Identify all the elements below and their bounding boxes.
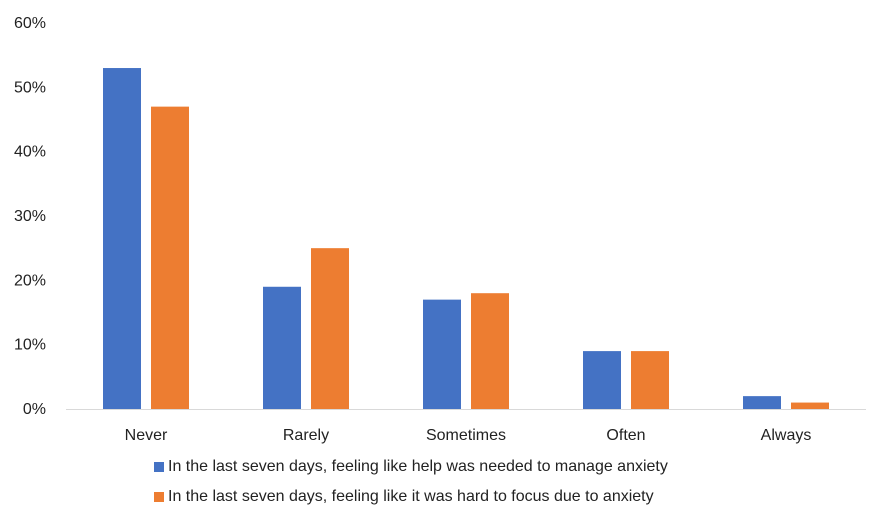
y-tick-label: 40% [14,144,46,161]
y-tick-label: 20% [14,272,46,289]
legend-swatch-1 [154,462,164,472]
y-tick-label: 30% [14,208,46,225]
bar-often-series-1 [583,351,621,409]
bar-sometimes-series-2 [471,293,509,409]
bar-often-series-2 [631,351,669,409]
legend-swatch-2 [154,492,164,502]
y-tick-label: 60% [14,15,46,32]
y-tick-label: 10% [14,337,46,354]
x-tick-label: Rarely [283,427,329,444]
x-tick-label: Sometimes [426,427,506,444]
legend-label-1: In the last seven days, feeling like hel… [168,458,668,475]
x-tick-label: Always [761,427,812,444]
y-tick-label: 0% [23,401,46,418]
bars-layer [103,68,829,410]
x-axis: Never Rarely Sometimes Often Always [125,427,812,444]
x-tick-label: Never [125,427,168,444]
bar-always-series-1 [743,396,781,409]
y-tick-label: 50% [14,79,46,96]
y-axis: 0% 10% 20% 30% 40% 50% 60% [14,15,46,418]
legend-item-1: In the last seven days, feeling like hel… [154,458,668,476]
bar-never-series-1 [103,68,141,410]
legend-item-2: In the last seven days, feeling like it … [154,488,654,506]
bar-never-series-2 [151,106,189,409]
bar-rarely-series-1 [263,286,301,409]
x-tick-label: Often [606,427,645,444]
bar-always-series-2 [791,402,829,409]
bar-sometimes-series-1 [423,299,461,409]
legend-label-2: In the last seven days, feeling like it … [168,488,654,505]
bar-rarely-series-2 [311,248,349,409]
